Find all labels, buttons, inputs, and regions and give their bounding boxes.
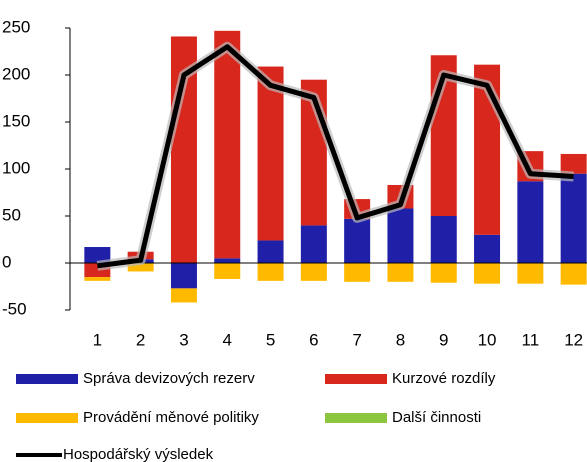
bar [344, 263, 371, 282]
y-tick-label: 0 [2, 252, 11, 271]
bar [127, 263, 154, 272]
legend-swatch [325, 413, 387, 423]
bar [257, 240, 284, 263]
bar [214, 263, 241, 279]
bar [170, 263, 197, 289]
legend-label: Správa devizových rezerv [83, 370, 255, 387]
bar [300, 263, 327, 281]
y-tick-label: 200 [2, 64, 30, 83]
x-tick-label: 4 [223, 330, 232, 349]
bar [474, 263, 501, 284]
bar [387, 208, 414, 263]
bar [560, 153, 587, 174]
bar [560, 263, 587, 285]
bar [300, 225, 327, 263]
legend-label: Provádění měnové politiky [83, 409, 259, 426]
bar [474, 234, 501, 263]
x-tick-label: 9 [439, 330, 448, 349]
x-tick-label: 3 [179, 330, 188, 349]
legend-label: Kurzové rozdíly [392, 370, 496, 387]
x-tick-label: 8 [396, 330, 405, 349]
bar [517, 263, 544, 284]
x-tick-label: 1 [93, 330, 102, 349]
y-tick-label: -50 [2, 299, 27, 318]
legend-swatch [16, 413, 78, 423]
y-tick-label: 50 [2, 205, 21, 224]
x-tick-label: 7 [352, 330, 361, 349]
bar [257, 263, 284, 281]
bar [214, 258, 241, 263]
x-tick-label: 2 [136, 330, 145, 349]
legend-label: Další činnosti [392, 409, 481, 426]
legend-swatch [325, 374, 387, 384]
legend-label: Hospodářský výsledek [63, 446, 214, 462]
bar [430, 263, 457, 283]
y-tick-label: 150 [2, 111, 30, 130]
bar [84, 277, 111, 281]
legend-swatch [16, 374, 78, 384]
x-tick-label: 6 [309, 330, 318, 349]
bar [257, 66, 284, 241]
x-tick-label: 12 [564, 330, 583, 349]
bar [214, 30, 241, 259]
bar [170, 288, 197, 303]
bar [84, 247, 111, 263]
bar [387, 263, 414, 282]
line [97, 44, 574, 269]
y-tick-label: 100 [2, 158, 30, 177]
bar [344, 218, 371, 263]
x-tick-label: 5 [266, 330, 275, 349]
bar [560, 173, 587, 263]
y-tick-label: 250 [2, 17, 30, 36]
x-tick-label: 11 [522, 330, 540, 349]
x-tick-label: 10 [478, 330, 497, 349]
bar [517, 181, 544, 263]
bar [430, 216, 457, 263]
